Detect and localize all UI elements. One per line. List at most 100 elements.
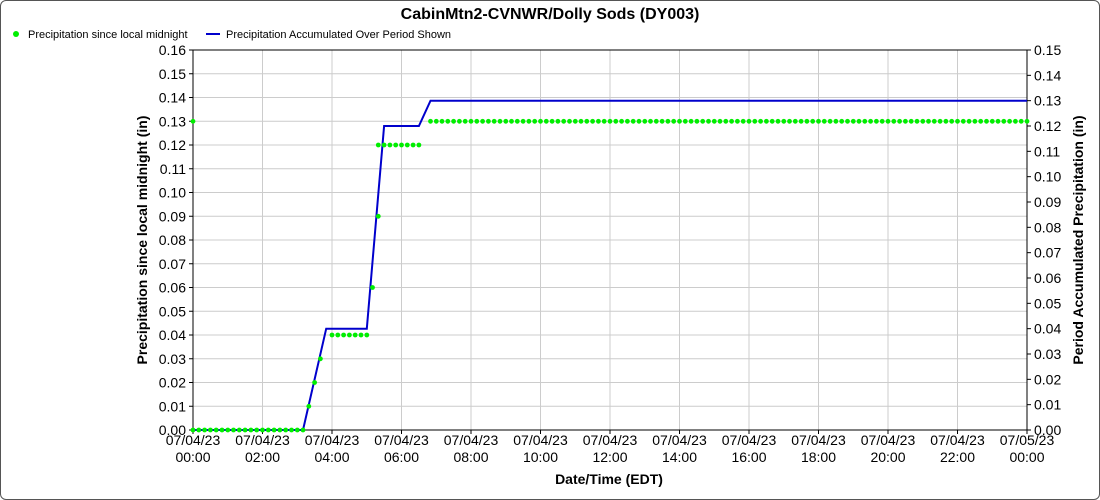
y-left-tick-label: 0.12: [159, 137, 186, 153]
y-left-tick-label: 0.11: [160, 161, 186, 177]
x-axis-title: Date/Time (EDT): [555, 471, 663, 487]
y-right-tick-label: 0.12: [1034, 118, 1061, 134]
accumulated-series: [193, 99, 1027, 431]
data-point: [190, 118, 196, 124]
data-point: [196, 427, 202, 433]
y-right-tick-label: 0.03: [1034, 346, 1061, 362]
data-point: [775, 118, 781, 124]
data-point: [960, 118, 966, 124]
data-point: [688, 118, 694, 124]
data-point: [839, 118, 845, 124]
x-tick-time: 22:00: [940, 449, 975, 465]
data-point: [792, 118, 798, 124]
y-right-tick-label: 0.09: [1034, 194, 1061, 210]
data-point: [538, 118, 543, 124]
data-point: [821, 118, 827, 124]
data-point: [874, 118, 879, 124]
data-point: [202, 427, 208, 433]
x-tick-date: 07/04/23: [235, 432, 290, 448]
data-point: [862, 118, 868, 124]
data-point: [1018, 118, 1024, 124]
y-axis-right: 0.00 0.01 0.02 0.03 0.04 0.05 0.06 0.07 0.08 0.09…: [1027, 42, 1061, 438]
data-point: [306, 403, 312, 409]
data-point: [242, 427, 248, 433]
data-point: [300, 427, 306, 433]
y-right-tick-label: 0.14: [1034, 67, 1061, 83]
data-point: [208, 427, 213, 433]
x-tick-date: 07/04/23: [444, 432, 499, 448]
data-point: [480, 118, 485, 124]
data-point: [190, 427, 196, 433]
data-point: [630, 118, 636, 124]
data-point: [613, 118, 619, 124]
data-point: [966, 118, 972, 124]
data-point: [335, 332, 341, 338]
x-tick-date: 07/04/23: [722, 432, 777, 448]
data-point: [468, 118, 474, 124]
x-tick-date: 07/04/23: [513, 432, 568, 448]
data-point: [694, 118, 700, 124]
data-point: [648, 118, 653, 124]
data-point: [711, 118, 717, 124]
y-axis-left: 0.00 0.01 0.02 0.03 0.04 0.05 0.06 0.07 0.08 0.09…: [159, 42, 193, 438]
data-point: [375, 142, 381, 148]
data-point: [885, 118, 891, 124]
data-point: [677, 118, 682, 124]
data-point: [329, 332, 335, 338]
y-left-tick-label: 0.13: [159, 113, 186, 129]
data-point: [682, 118, 688, 124]
data-point: [486, 118, 491, 124]
data-point: [920, 118, 926, 124]
data-point: [439, 118, 445, 124]
data-point: [706, 118, 711, 124]
data-point: [219, 427, 225, 433]
x-tick-date: 07/04/23: [166, 432, 221, 448]
data-point: [984, 118, 989, 124]
data-point: [856, 118, 862, 124]
data-point: [642, 118, 648, 124]
x-tick-time: 16:00: [731, 449, 766, 465]
data-point: [671, 118, 677, 124]
x-tick-date: 07/04/23: [305, 432, 360, 448]
data-point: [937, 118, 943, 124]
y-left-tick-label: 0.03: [159, 351, 186, 367]
data-point: [277, 427, 283, 433]
x-tick-date: 07/05/23: [1000, 432, 1055, 448]
data-point: [567, 118, 572, 124]
data-point: [659, 118, 665, 124]
data-point: [746, 118, 752, 124]
y-left-tick-label: 0.05: [159, 303, 186, 319]
data-point: [283, 427, 289, 433]
data-point: [897, 118, 902, 124]
data-point: [972, 118, 978, 124]
data-point: [1007, 118, 1012, 124]
data-point: [769, 118, 775, 124]
y-right-tick-label: 0.01: [1034, 397, 1061, 413]
y-right-tick-label: 0.13: [1034, 93, 1061, 109]
data-point: [943, 118, 949, 124]
data-point: [1024, 118, 1030, 124]
data-point: [561, 118, 567, 124]
x-tick-time: 08:00: [453, 449, 488, 465]
y-left-tick-label: 0.07: [159, 256, 186, 272]
x-tick-time: 18:00: [801, 449, 836, 465]
x-tick-date: 07/04/23: [374, 432, 429, 448]
data-point: [509, 118, 514, 124]
y-right-tick-label: 0.00: [1034, 422, 1061, 438]
data-point: [248, 427, 254, 433]
legend-label-points: Precipitation since local midnight: [28, 29, 188, 41]
data-point: [491, 118, 497, 124]
x-tick-date: 07/04/23: [930, 432, 985, 448]
chart-title: CabinMtn2-CVNWR/Dolly Sods (DY003): [401, 6, 700, 23]
y-right-tick-label: 0.15: [1034, 42, 1061, 58]
y-axis-right-title: Period Accumulated Precipitation (in): [1070, 115, 1086, 364]
data-point: [457, 118, 462, 124]
data-point: [404, 142, 410, 148]
data-point: [399, 142, 404, 148]
data-point: [619, 118, 624, 124]
y-left-tick-label: 0.16: [159, 42, 186, 58]
data-point: [358, 332, 364, 338]
y-left-tick-label: 0.06: [159, 280, 186, 296]
